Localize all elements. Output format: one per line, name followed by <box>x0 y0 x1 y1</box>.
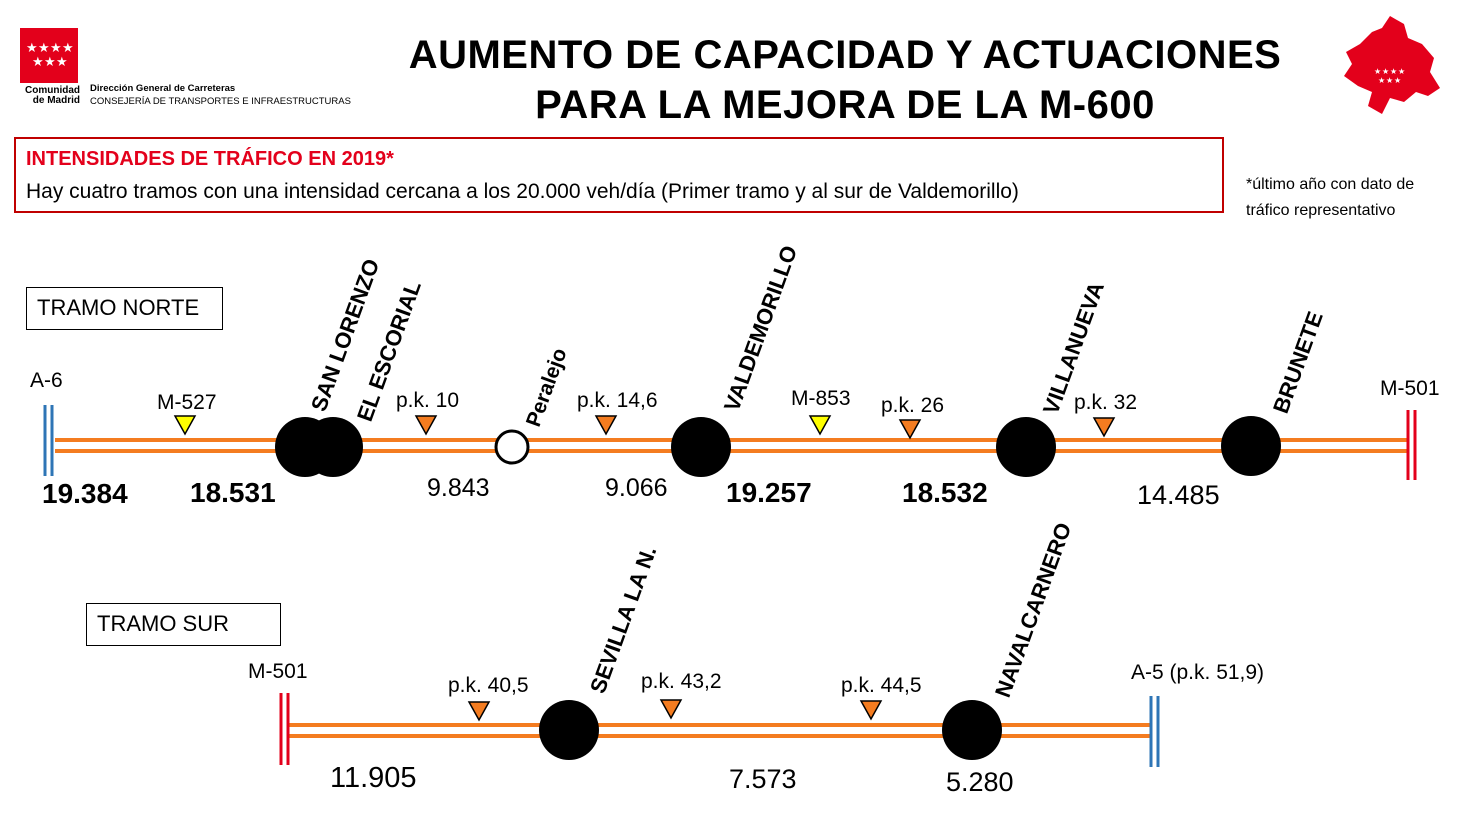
svg-text:★: ★ <box>32 55 44 70</box>
marker-pk432-icon <box>659 699 683 720</box>
norte-road-line <box>55 438 1408 453</box>
marker-label-pk10: p.k. 10 <box>396 389 460 412</box>
intensity-navalcarnero-a5: 5.280 <box>946 767 1014 797</box>
marker-m853-icon <box>808 415 832 436</box>
sur-road-line <box>288 723 1150 738</box>
marker-label-pk26: p.k. 26 <box>881 394 945 417</box>
norte-start-label: A-6 <box>30 369 63 392</box>
town-sevilla-la-n-icon <box>539 700 599 760</box>
intensity-sevilla-navalcarnero: 7.573 <box>729 764 797 794</box>
svg-text:★: ★ <box>1374 67 1381 76</box>
intensity-escorial-peralejo: 9.843 <box>427 474 490 502</box>
marker-label-m853: M-853 <box>791 387 851 410</box>
norte-end-terminal-icon <box>1406 410 1417 480</box>
intensity-valdemorillo-villanueva: 19.257 <box>726 477 812 508</box>
sur-end-label: A-5 (p.k. 51,9) <box>1131 661 1265 684</box>
marker-pk26-icon <box>898 419 922 440</box>
intensity-m853-villanueva: 18.532 <box>902 477 988 508</box>
town-valdemorillo-icon <box>671 417 731 477</box>
sur-start-terminal-icon <box>279 693 290 765</box>
logo-stars-icon: ★ ★ ★ ★ ★ ★ ★ <box>26 41 74 70</box>
svg-text:★: ★ <box>56 55 68 70</box>
marker-label-pk146: p.k. 14,6 <box>577 389 658 412</box>
info-heading: INTENSIDADES DE TRÁFICO EN 2019* <box>26 148 394 170</box>
comunidad-madrid-logo: ★ ★ ★ ★ ★ ★ ★ <box>20 28 78 83</box>
svg-text:★: ★ <box>44 55 56 70</box>
marker-pk32-icon <box>1092 417 1116 438</box>
norte-start-terminal-icon <box>43 405 54 476</box>
info-text: Hay cuatro tramos con una intensidad cer… <box>26 180 1019 203</box>
svg-text:★: ★ <box>26 41 38 56</box>
madrid-map-icon: ★ ★ ★ ★ ★ ★ ★ <box>1344 16 1440 114</box>
marker-pk10-icon <box>414 415 438 436</box>
town-peralejo-icon <box>494 429 530 465</box>
marker-pk146-icon <box>594 415 618 436</box>
svg-text:★: ★ <box>1398 67 1405 76</box>
sur-start-label: M-501 <box>248 660 308 683</box>
tramo-norte-title: TRAMO NORTE <box>26 287 223 330</box>
svg-text:★: ★ <box>1382 67 1389 76</box>
marker-label-pk445: p.k. 44,5 <box>841 674 922 697</box>
town-villanueva-icon <box>996 417 1056 477</box>
town-brunete-icon <box>1221 416 1281 476</box>
info-box <box>14 137 1224 213</box>
page-title: AUMENTO DE CAPACIDAD Y ACTUACIONES PARA … <box>408 33 1282 127</box>
footnote: *último año con dato de tráfico represent… <box>1246 176 1415 219</box>
svg-text:★: ★ <box>50 41 62 56</box>
logo-text: Comunidad de Madrid <box>25 85 80 106</box>
marker-label-pk405: p.k. 40,5 <box>448 674 529 697</box>
svg-text:★: ★ <box>1394 76 1401 85</box>
marker-pk405-icon <box>467 701 491 722</box>
intensity-m501-sevilla: 11.905 <box>330 762 417 794</box>
marker-pk445-icon <box>859 700 883 721</box>
norte-end-label: M-501 <box>1380 377 1440 400</box>
marker-label-pk32: p.k. 32 <box>1074 391 1138 414</box>
svg-text:★: ★ <box>1378 76 1385 85</box>
intensity-villanueva-m501: 14.485 <box>1137 480 1220 510</box>
svg-text:★: ★ <box>1386 76 1393 85</box>
svg-text:★: ★ <box>62 41 74 56</box>
organization-name: Dirección General de Carreteras CONSEJER… <box>90 83 351 107</box>
marker-label-m527: M-527 <box>157 391 217 414</box>
intensity-a6-m527: 19.384 <box>42 478 128 509</box>
intensity-m527-sanlorenzo: 18.531 <box>190 477 276 508</box>
sur-end-terminal-icon <box>1149 696 1160 767</box>
svg-text:★: ★ <box>1390 67 1397 76</box>
tramo-sur-title: TRAMO SUR <box>86 603 281 646</box>
town-el-escorial-icon <box>303 417 363 477</box>
marker-m527-icon <box>173 415 197 436</box>
town-navalcarnero-icon <box>942 700 1002 760</box>
marker-label-pk432: p.k. 43,2 <box>641 670 722 693</box>
intensity-peralejo-valdemorillo: 9.066 <box>605 474 668 502</box>
svg-text:★: ★ <box>38 41 50 56</box>
